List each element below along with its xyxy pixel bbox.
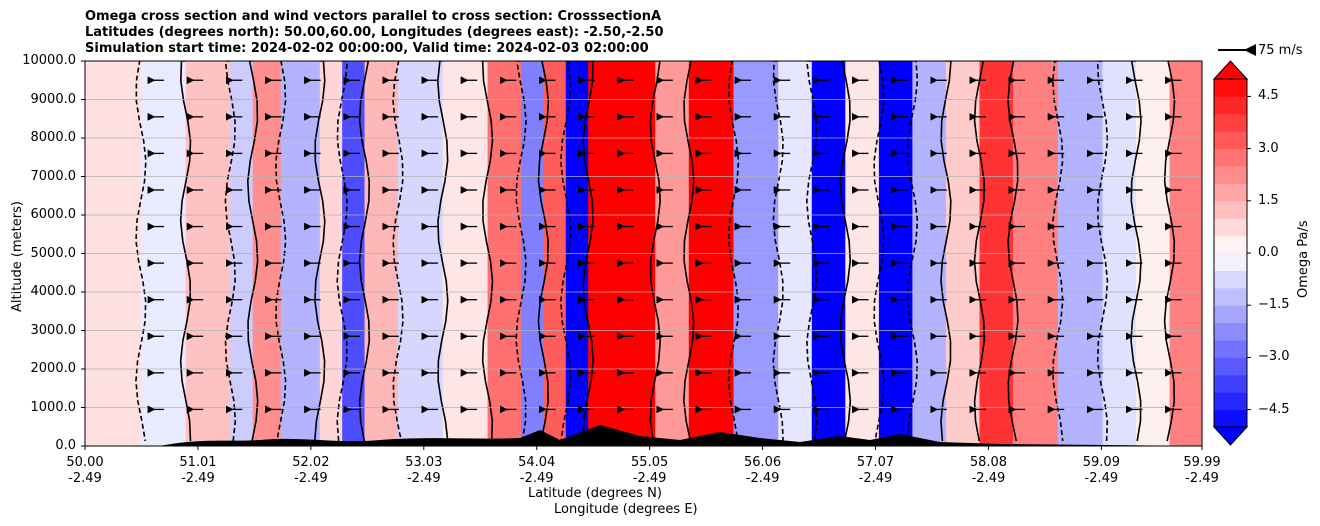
x-axis-label-lon: Longitude (degrees E) (554, 502, 698, 517)
contour-line (906, 61, 919, 442)
x-tick-label-lat: 58.08 (969, 455, 1008, 470)
x-tick-label-lon: -2.49 (519, 471, 554, 486)
x-tick-label-lon: -2.49 (181, 471, 215, 486)
colorbar-segment (1214, 218, 1247, 237)
colorbar-segment (1214, 166, 1247, 184)
contour-line (973, 61, 986, 442)
colorbar-segment (1214, 357, 1247, 376)
x-tick-label-lon: -2.49 (1084, 471, 1119, 486)
colorbar-segment (1214, 392, 1247, 411)
x-tick-label-lat: 59.09 (1082, 455, 1120, 470)
x-tick-label-lon: -2.49 (1185, 471, 1219, 486)
contour-line (314, 61, 326, 442)
y-tick-label: 0.0 (55, 438, 76, 453)
contour-line (358, 61, 371, 442)
contour-line (940, 61, 952, 442)
colorbar-tick-label: −4.5 (1258, 401, 1290, 417)
colorbar-segment (1214, 253, 1247, 271)
x-tick-label-lat: 56.06 (743, 455, 782, 470)
y-tick-label: 7000.0 (30, 168, 77, 184)
colorbar-segment (1214, 113, 1247, 132)
colorbar-extend-max (1212, 60, 1249, 80)
contour-line (481, 61, 494, 442)
colorbar-segment (1214, 340, 1247, 358)
contour-line (1096, 61, 1109, 442)
x-tick-label-lon: -2.49 (406, 471, 441, 486)
y-tick-label: 5000.0 (30, 245, 77, 261)
x-tick-label-lat: 50.00 (66, 455, 104, 470)
colorbar-segment (1214, 322, 1247, 341)
colorbar-extend-min (1212, 426, 1249, 446)
colorbar-tick-label: 4.5 (1258, 88, 1279, 104)
colorbar-tick-label: 1.5 (1258, 192, 1279, 208)
contour-line (727, 61, 740, 442)
x-tick-label-lon: -2.49 (971, 471, 1006, 486)
x-tick-label-lon: -2.49 (68, 471, 102, 486)
contour-line (683, 61, 695, 442)
x-tick-label-lat: 54.04 (518, 455, 556, 470)
colorbar-segment (1214, 200, 1247, 219)
vector-key-label: 75 m/s (1258, 43, 1303, 58)
colorbar-label: Omega Pa/s (1296, 220, 1311, 298)
contour-line (649, 61, 662, 442)
y-tick-label: 6000.0 (30, 207, 77, 222)
wind-vectors (147, 76, 1182, 414)
y-tick-label: 9000.0 (30, 91, 77, 107)
y-tick-label: 1000.0 (30, 399, 77, 415)
contour-line (839, 61, 852, 442)
terrain (85, 425, 1202, 446)
colorbar-segment (1214, 96, 1247, 115)
chart-title-line-1: Omega cross section and wind vectors par… (85, 9, 662, 24)
colorbar-tick-label: −3.0 (1258, 349, 1290, 365)
contour-line (582, 61, 594, 442)
contour-line (515, 61, 527, 442)
x-tick-label-lon: -2.49 (294, 471, 328, 486)
x-tick-label-lat: 52.02 (292, 455, 330, 470)
colorbar-tick-label: 0.0 (1258, 245, 1279, 260)
colorbar-segment (1214, 131, 1247, 150)
x-tick-label-lat: 53.03 (405, 455, 443, 470)
colorbar-segment (1214, 79, 1247, 97)
x-tick-label-lat: 59.99 (1183, 455, 1221, 470)
y-tick-label: 10000.0 (22, 53, 76, 68)
colorbar (1212, 60, 1251, 446)
chart-title-line-3: Simulation start time: 2024-02-02 00:00:… (85, 41, 649, 56)
colorbar-segment (1214, 287, 1247, 306)
contour-line (1130, 61, 1142, 442)
y-tick-label: 3000.0 (30, 322, 77, 338)
contour-line (179, 61, 192, 442)
contour-line (1051, 61, 1064, 442)
colorbar-segment (1214, 305, 1247, 324)
contour-line (805, 61, 818, 442)
contour-line (437, 61, 449, 442)
colorbar-segment (1214, 409, 1247, 428)
y-tick-label: 8000.0 (30, 130, 77, 145)
y-tick-label: 4000.0 (30, 284, 77, 299)
x-tick-label-lon: -2.49 (632, 471, 667, 486)
contour-line (135, 61, 147, 442)
y-tick-label: 2000.0 (30, 361, 77, 376)
contour-line (246, 61, 259, 442)
colorbar-tick-label: 3.0 (1258, 140, 1279, 156)
colorbar-segment (1214, 270, 1247, 289)
colorbar-segment (1214, 148, 1247, 167)
x-axis-label-lat: Latitude (degrees N) (528, 486, 662, 501)
x-tick-label-lat: 55.05 (631, 455, 669, 470)
colorbar-tick-label: −1.5 (1258, 297, 1290, 313)
colorbar-segment (1214, 183, 1247, 202)
colorbar-segment (1214, 235, 1247, 254)
chart-title-line-2: Latitudes (degrees north): 50.00,60.00, … (85, 25, 664, 40)
plot-area (85, 61, 1202, 446)
x-tick-label-lon: -2.49 (858, 471, 893, 486)
colorbar-segment (1214, 374, 1247, 393)
x-tick-label-lon: -2.49 (745, 471, 780, 486)
x-tick-label-lat: 57.07 (856, 455, 895, 470)
x-tick-label-lat: 51.01 (179, 455, 217, 470)
contour-line (559, 61, 572, 442)
